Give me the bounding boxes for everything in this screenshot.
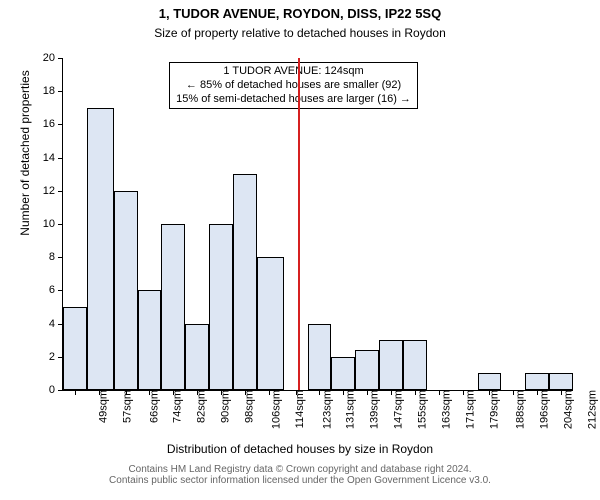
x-tick-label: 171sqm: [458, 390, 476, 429]
x-tick-label: 106sqm: [264, 390, 282, 429]
y-tick-label: 2: [49, 351, 63, 363]
x-tick-label: 196sqm: [533, 390, 551, 429]
x-tick-label: 212sqm: [581, 390, 599, 429]
x-tick-label: 139sqm: [363, 390, 381, 429]
x-tick-label: 114sqm: [288, 390, 306, 428]
histogram-bar: [63, 307, 87, 390]
x-tick-label: 204sqm: [557, 390, 575, 429]
x-tick: [269, 390, 270, 395]
histogram-bar: [209, 224, 233, 390]
histogram-bar: [549, 373, 573, 390]
x-tick-label: 98sqm: [238, 390, 256, 423]
x-tick-label: 49sqm: [91, 390, 109, 423]
plot-area: 1 TUDOR AVENUE: 124sqm ← 85% of detached…: [62, 58, 573, 391]
y-axis-label: Number of detached properties: [18, 0, 32, 319]
y-tick-label: 20: [43, 52, 63, 64]
x-tick: [343, 390, 344, 395]
x-tick: [75, 390, 76, 395]
y-tick-label: 16: [43, 118, 63, 130]
histogram-bar: [161, 224, 185, 390]
annotation-line-1: 1 TUDOR AVENUE: 124sqm: [176, 65, 411, 79]
histogram-bar: [379, 340, 403, 390]
histogram-bar: [331, 357, 355, 390]
x-tick: [463, 390, 464, 395]
x-tick-label: 155sqm: [411, 390, 429, 429]
x-tick: [513, 390, 514, 395]
y-tick-label: 6: [49, 284, 63, 296]
chart-container: 1, TUDOR AVENUE, ROYDON, DISS, IP22 5SQ …: [0, 0, 600, 500]
x-tick-label: 131sqm: [339, 390, 357, 429]
histogram-bar: [233, 174, 257, 390]
x-tick: [391, 390, 392, 395]
x-tick: [149, 390, 150, 395]
x-tick-label: 123sqm: [315, 390, 333, 429]
x-axis-label: Distribution of detached houses by size …: [0, 442, 600, 456]
footer-line-2: Contains public sector information licen…: [0, 475, 600, 486]
x-tick: [439, 390, 440, 395]
annotation-line-3: 15% of semi-detached houses are larger (…: [176, 93, 411, 107]
x-tick-label: 188sqm: [509, 390, 527, 429]
histogram-bar: [478, 373, 502, 390]
footer-line-1: Contains HM Land Registry data © Crown c…: [0, 464, 600, 475]
y-tick-label: 14: [43, 152, 63, 164]
x-tick: [245, 390, 246, 395]
x-tick-label: 74sqm: [166, 390, 184, 423]
histogram-bar: [308, 324, 332, 390]
x-tick: [173, 390, 174, 395]
reference-line: [298, 58, 300, 390]
x-tick-label: 163sqm: [434, 390, 452, 429]
x-tick-label: 57sqm: [115, 390, 133, 423]
histogram-bar: [87, 108, 114, 390]
x-tick: [367, 390, 368, 395]
histogram-bar: [355, 350, 379, 390]
x-tick: [99, 390, 100, 395]
x-tick-label: 82sqm: [190, 390, 208, 423]
footer-attribution: Contains HM Land Registry data © Crown c…: [0, 464, 600, 486]
histogram-bar: [525, 373, 549, 390]
histogram-bar: [114, 191, 138, 390]
x-tick: [561, 390, 562, 395]
x-tick-label: 179sqm: [482, 390, 500, 429]
annotation-line-2: ← 85% of detached houses are smaller (92…: [176, 79, 411, 93]
histogram-bar: [185, 324, 209, 390]
x-tick-label: 90sqm: [214, 390, 232, 423]
y-tick-label: 8: [49, 251, 63, 263]
chart-subtitle: Size of property relative to detached ho…: [0, 26, 600, 40]
x-tick-label: 66sqm: [142, 390, 160, 423]
x-tick: [537, 390, 538, 395]
y-tick-label: 12: [43, 185, 63, 197]
histogram-bar: [257, 257, 284, 390]
y-tick-label: 0: [49, 384, 63, 396]
x-tick: [126, 390, 127, 395]
y-tick-label: 18: [43, 85, 63, 97]
x-tick: [221, 390, 222, 395]
x-tick: [197, 390, 198, 395]
y-tick-label: 4: [49, 318, 63, 330]
histogram-bar: [403, 340, 427, 390]
y-tick-label: 10: [43, 218, 63, 230]
x-tick: [415, 390, 416, 395]
histogram-bar: [138, 290, 162, 390]
x-tick: [489, 390, 490, 395]
annotation-box: 1 TUDOR AVENUE: 124sqm ← 85% of detached…: [169, 62, 418, 109]
x-tick-label: 147sqm: [387, 390, 405, 429]
x-tick: [296, 390, 297, 395]
x-tick: [319, 390, 320, 395]
chart-title: 1, TUDOR AVENUE, ROYDON, DISS, IP22 5SQ: [0, 6, 600, 21]
